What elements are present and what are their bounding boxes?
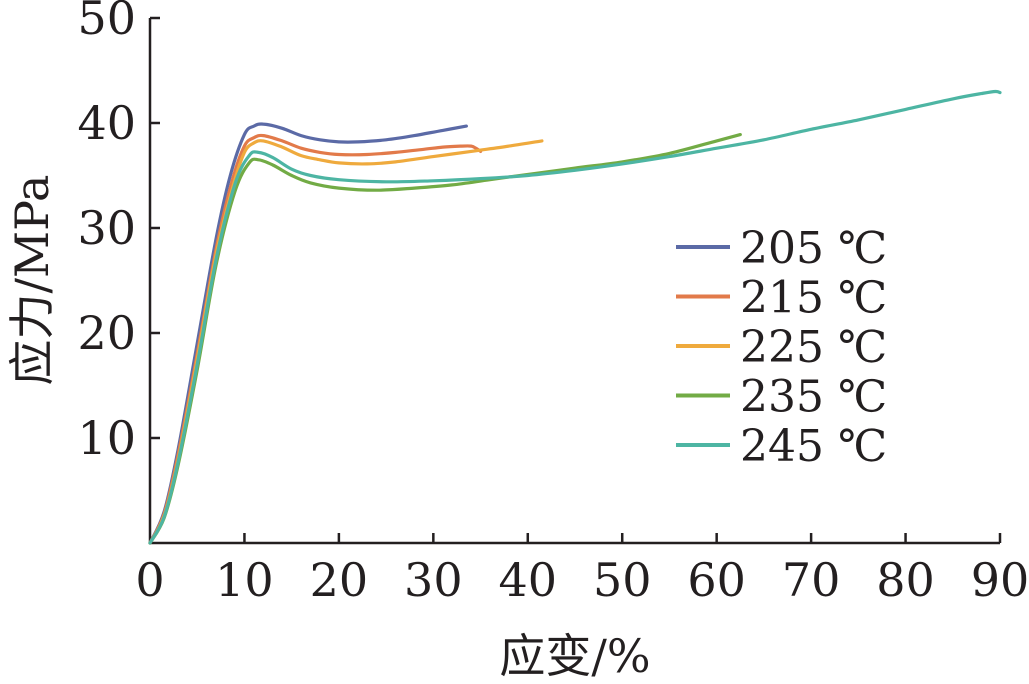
legend-label-1: 215 ℃	[740, 273, 887, 324]
x-tick-label: 60	[687, 553, 746, 607]
x-tick-label: 90	[971, 553, 1029, 607]
x-tick-label: 10	[215, 553, 274, 607]
x-tick-label: 50	[593, 553, 652, 607]
legend-label-3: 235 ℃	[740, 372, 887, 423]
x-tick-label: 70	[782, 553, 841, 607]
x-tick-label: 40	[499, 553, 558, 607]
series-line-2	[148, 139, 544, 545]
y-tick-label: 40	[77, 96, 136, 150]
axes	[148, 18, 1000, 545]
y-tick-label: 50	[77, 0, 136, 45]
x-axis-title: 应变/%	[499, 629, 650, 683]
y-tick-label: 20	[77, 306, 136, 360]
x-tick-label: 20	[310, 553, 369, 607]
legend-label-0: 205 ℃	[740, 223, 887, 274]
series-lines	[148, 89, 1002, 545]
series-line-0	[148, 122, 468, 545]
legend-label-2: 225 ℃	[740, 322, 887, 373]
x-tick-label: 80	[876, 553, 935, 607]
legend-label-4: 245 ℃	[740, 421, 887, 472]
y-tick-label: 10	[77, 411, 136, 465]
y-axis-ticks: 10 20 30 40 50	[77, 0, 160, 465]
y-axis-title: 应力/MPa	[5, 175, 59, 386]
y-tick-label: 30	[77, 201, 136, 255]
x-tick-label: 0	[135, 553, 164, 607]
series-line-4	[148, 89, 1002, 545]
x-axis-ticks: 0 10 20 30 40 50 60 70 80 90	[135, 533, 1029, 607]
x-tick-label: 30	[404, 553, 463, 607]
series-line-3	[148, 133, 742, 545]
